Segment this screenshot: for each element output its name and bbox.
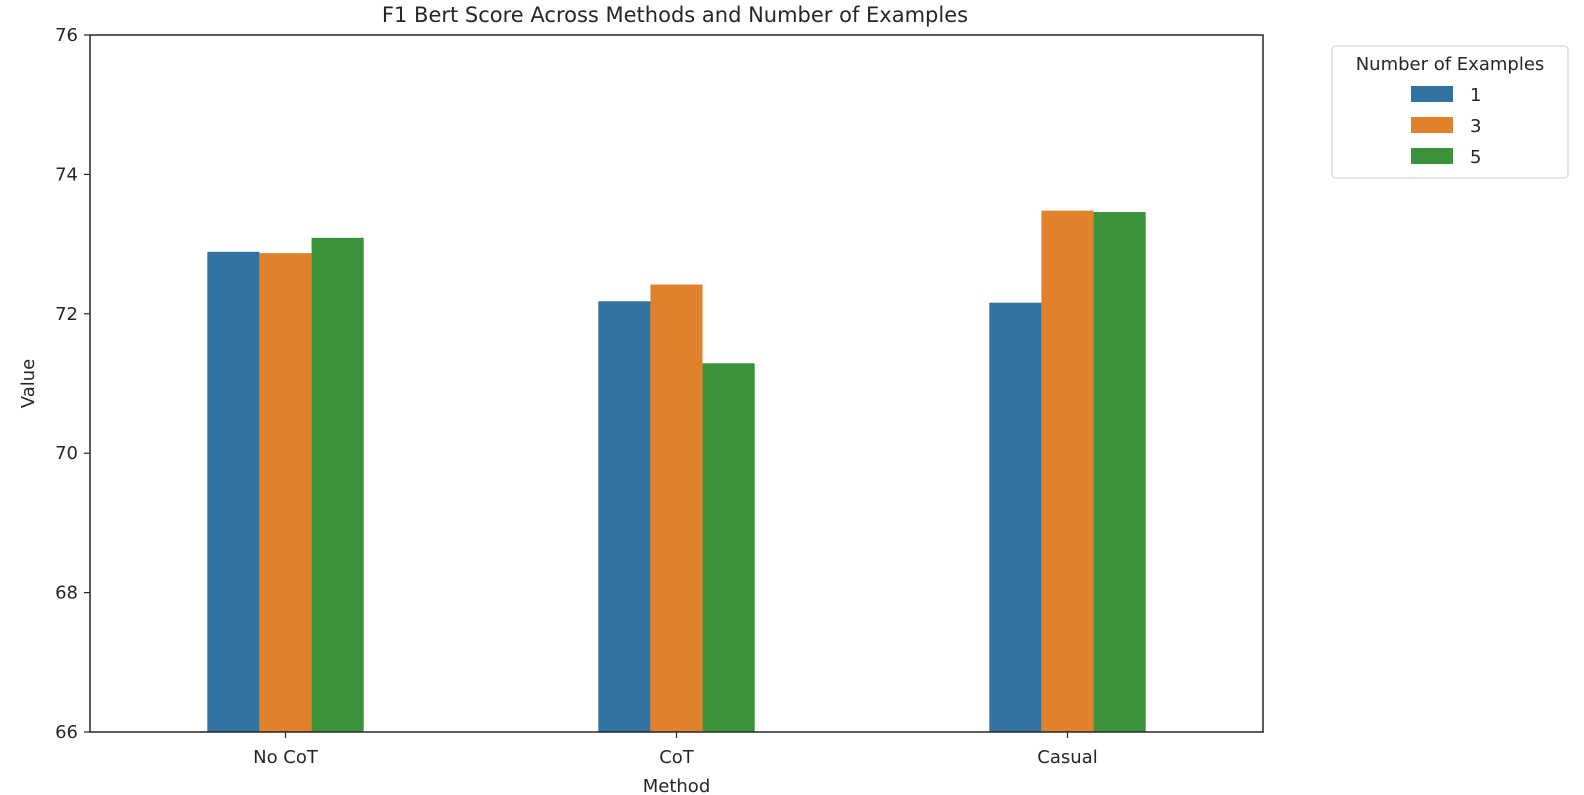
legend-items: 1 3 5 xyxy=(1411,85,1481,168)
legend-swatch-5 xyxy=(1411,148,1453,164)
bar-casual-series-5 xyxy=(1093,212,1146,733)
y-axis-label: Value xyxy=(18,359,39,408)
plot-frame xyxy=(89,34,1264,733)
y-axis: 66 68 70 72 74 76 xyxy=(55,25,90,743)
x-axis: No CoT CoT Casual xyxy=(253,732,1098,768)
bar-casual-series-3 xyxy=(1041,210,1094,732)
y-tick-label: 68 xyxy=(55,583,78,604)
legend-swatch-3 xyxy=(1411,117,1453,133)
legend-label-1: 1 xyxy=(1470,85,1481,106)
bar-cot-series-5 xyxy=(702,363,755,732)
legend-box xyxy=(1331,45,1569,179)
bar-casual-series-1 xyxy=(989,302,1042,732)
y-tick-label: 74 xyxy=(55,164,78,185)
legend-title: Number of Examples xyxy=(1356,54,1545,75)
legend: Number of Examples 1 3 5 xyxy=(1331,45,1569,179)
y-tick-label: 72 xyxy=(55,304,78,325)
y-tick-label: 70 xyxy=(55,443,78,464)
x-tick-label-no-cot: No CoT xyxy=(253,747,319,768)
legend-label-3: 3 xyxy=(1470,116,1481,137)
bar-no-cot-series-1 xyxy=(207,251,260,732)
y-tick-label: 76 xyxy=(55,25,78,46)
bar-no-cot-series-3 xyxy=(259,253,312,732)
y-tick-label: 66 xyxy=(55,722,78,743)
bar-cot-series-1 xyxy=(598,301,651,732)
bars-layer xyxy=(207,210,1146,733)
bar-cot-series-3 xyxy=(650,284,703,732)
chart-title: F1 Bert Score Across Methods and Number … xyxy=(382,3,968,27)
legend-swatch-1 xyxy=(1411,86,1453,102)
bar-no-cot-series-5 xyxy=(311,237,364,732)
x-axis-label: Method xyxy=(643,776,711,795)
x-tick-label-casual: Casual xyxy=(1037,747,1097,768)
x-tick-label-cot: CoT xyxy=(659,747,695,768)
legend-label-5: 5 xyxy=(1470,147,1481,168)
